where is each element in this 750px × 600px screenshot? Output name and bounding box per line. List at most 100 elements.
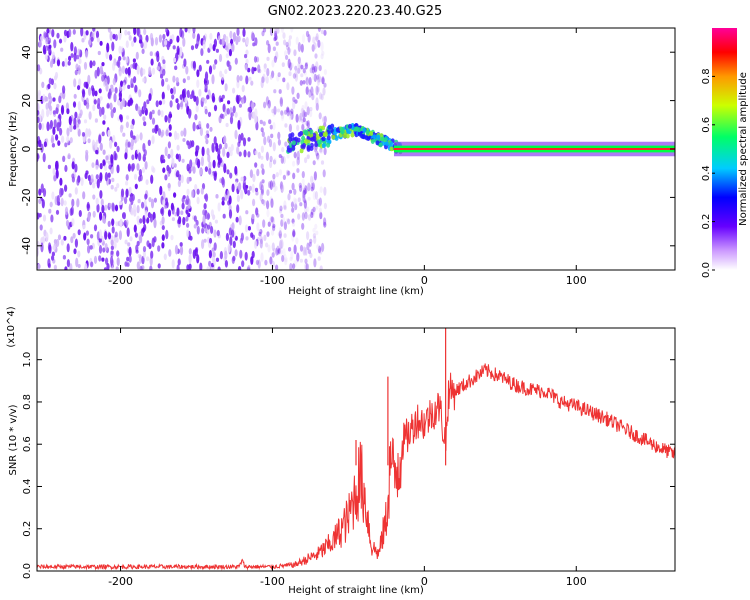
noise-cell — [291, 182, 295, 191]
noise-cell — [37, 116, 40, 123]
noise-cell — [211, 145, 215, 153]
noise-cell — [90, 261, 94, 268]
signal-cell — [291, 145, 296, 151]
noise-cell — [271, 252, 275, 258]
noise-cell — [288, 112, 293, 121]
noise-cell — [271, 108, 275, 114]
noise-cell — [305, 86, 309, 95]
noise-cell — [164, 146, 168, 157]
signal-cell — [291, 140, 296, 146]
signal-cell — [389, 146, 394, 152]
noise-cell — [105, 155, 109, 160]
noise-cell — [98, 106, 103, 117]
noise-cell — [112, 62, 116, 71]
noise-cell — [83, 99, 87, 106]
noise-cell — [189, 159, 193, 169]
noise-cell — [254, 187, 259, 192]
noise-cell — [224, 142, 228, 150]
noise-cell — [261, 179, 265, 184]
noise-cell — [270, 133, 274, 139]
noise-cell — [215, 48, 219, 53]
noise-cell — [290, 108, 294, 115]
noise-cell — [287, 218, 291, 225]
signal-cell — [297, 132, 302, 137]
noise-cell — [131, 163, 136, 170]
y-tick-label: 20 — [20, 94, 33, 108]
noise-cell — [320, 29, 324, 35]
noise-cell — [295, 113, 299, 123]
noise-cell — [232, 32, 236, 42]
noise-cell — [252, 42, 256, 47]
noise-cell — [157, 128, 162, 136]
noise-cell — [106, 75, 110, 85]
noise-cell — [302, 246, 306, 256]
noise-cell — [124, 29, 128, 36]
noise-cell — [98, 134, 102, 144]
noise-cell — [267, 43, 271, 54]
noise-cell — [172, 45, 176, 50]
noise-cell — [113, 150, 117, 161]
noise-cell — [320, 53, 324, 60]
noise-cell — [191, 140, 195, 148]
noise-cell — [142, 116, 146, 122]
noise-cell — [148, 66, 152, 76]
noise-cell — [323, 82, 327, 88]
noise-cell — [229, 115, 234, 125]
noise-cell — [283, 39, 287, 46]
noise-cell — [307, 182, 311, 192]
noise-cell — [127, 163, 131, 172]
noise-cell — [85, 128, 89, 138]
noise-cell — [186, 222, 190, 228]
noise-cell — [64, 184, 68, 192]
noise-cell — [202, 215, 206, 225]
noise-cell — [232, 87, 236, 94]
noise-cell — [260, 163, 264, 169]
noise-cell — [269, 196, 273, 204]
noise-cell — [208, 161, 212, 171]
noise-cell — [50, 78, 55, 86]
noise-cell — [73, 78, 77, 88]
noise-cell — [164, 174, 168, 181]
noise-cell — [218, 53, 223, 63]
noise-cell — [267, 99, 271, 109]
noise-cell — [130, 123, 134, 130]
noise-cell — [319, 247, 323, 255]
noise-cell — [278, 208, 283, 214]
noise-cell — [47, 83, 51, 90]
noise-cell — [272, 159, 277, 165]
noise-cell — [302, 119, 306, 125]
noise-cell — [304, 206, 308, 215]
noise-cell — [213, 136, 217, 145]
noise-cell — [118, 70, 122, 77]
noise-cell — [273, 183, 277, 193]
noise-cell — [284, 141, 288, 147]
noise-cell — [312, 233, 316, 239]
y-axis-label: SNR (10 * v/v) — [8, 404, 19, 475]
noise-cell — [55, 169, 59, 179]
y-tick-label: 40 — [20, 45, 33, 59]
noise-cell — [128, 246, 132, 257]
noise-cell — [86, 238, 90, 245]
noise-cell — [183, 58, 187, 67]
noise-cell — [53, 119, 57, 129]
noise-cell — [281, 183, 285, 193]
noise-cell — [259, 181, 263, 191]
noise-cell — [119, 218, 123, 228]
noise-cell — [73, 117, 77, 127]
noise-cell — [130, 83, 134, 88]
noise-cell — [234, 181, 239, 190]
noise-cell — [167, 141, 171, 149]
noise-cell — [226, 60, 230, 67]
noise-cell — [162, 33, 166, 40]
noise-cell — [310, 208, 314, 215]
noise-cell — [164, 115, 168, 123]
noise-cell — [174, 130, 178, 141]
noise-cell — [161, 242, 165, 249]
noise-cell — [229, 172, 233, 179]
noise-cell — [206, 94, 210, 100]
noise-cell — [96, 37, 100, 43]
noise-cell — [199, 127, 203, 137]
noise-cell — [52, 168, 56, 176]
noise-cell — [119, 124, 124, 133]
noise-cell — [323, 202, 327, 210]
